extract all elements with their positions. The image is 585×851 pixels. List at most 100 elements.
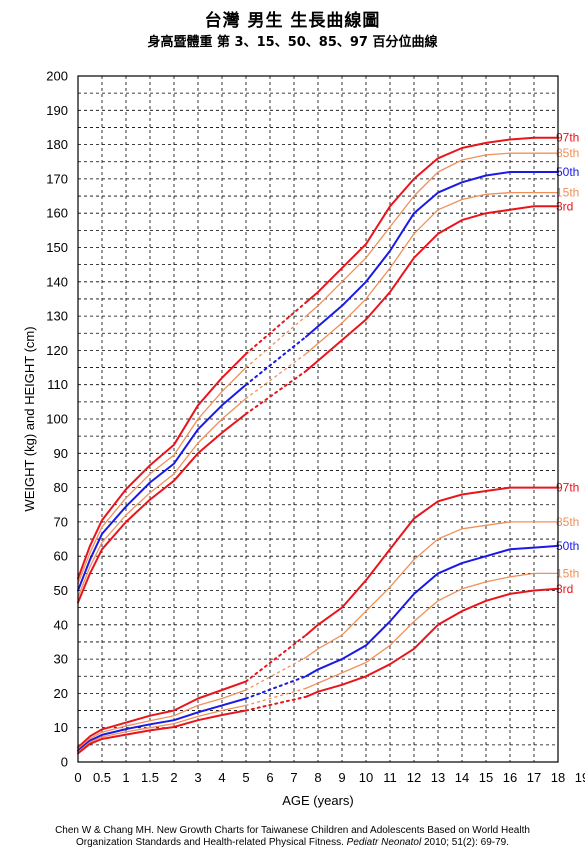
y-tick-label: 60: [54, 549, 68, 564]
y-tick-label: 100: [46, 412, 68, 427]
series-line-weight-p85: [77, 689, 247, 750]
series-line-weight-p15: [305, 572, 559, 689]
series-line-height-p3: [305, 205, 559, 372]
chart-grid: [78, 76, 558, 762]
series-line-height-p15: [77, 397, 247, 599]
y-tick-label: 10: [54, 720, 68, 735]
series-line-weight-p3: [305, 587, 559, 698]
chart-title: 台灣 男生 生長曲線圖: [204, 11, 381, 31]
series-line-weight-p97: [305, 486, 559, 637]
chart-series: [77, 136, 559, 755]
series-line-height-p97: [77, 352, 247, 580]
series-label-weight-p3: 3rd: [556, 582, 573, 596]
citation-line-2: Organization Standards and Health-relate…: [0, 837, 585, 849]
citation-details: 2010; 51(2): 69-79.: [421, 837, 510, 848]
y-axis-label: WEIGHT (kg) and HEIGHT (cm): [22, 326, 37, 511]
x-tick-label: 6: [266, 770, 273, 785]
y-tick-label: 120: [46, 343, 68, 358]
y-tick-label: 130: [46, 309, 68, 324]
y-tick-label: 170: [46, 171, 68, 186]
y-tick-label: 160: [46, 206, 68, 221]
series-line-height-p85-dotted: [245, 315, 307, 369]
series-label-height-p97: 97th: [556, 131, 579, 145]
chart-subtitle: 身高暨體重 第 3、15、50、85、97 百分位曲線: [147, 35, 438, 50]
series-line-height-p50: [77, 383, 247, 592]
y-tick-label: 30: [54, 652, 68, 667]
y-tick-label: 20: [54, 686, 68, 701]
y-tick-label: 40: [54, 617, 68, 632]
y-tick-label: 80: [54, 480, 68, 495]
series-line-weight-p3: [77, 709, 247, 755]
series-line-height-p15: [305, 191, 559, 355]
y-tick-label: 140: [46, 274, 68, 289]
series-line-height-p85: [77, 366, 247, 585]
series-label-weight-p85: 85th: [556, 515, 579, 529]
series-line-weight-p50: [77, 697, 247, 752]
series-line-height-p97: [305, 136, 559, 304]
series-line-weight-p15: [77, 704, 247, 753]
x-tick-label: 1: [122, 770, 129, 785]
x-tick-label: 14: [455, 770, 469, 785]
series-line-height-p3-dotted: [245, 370, 307, 415]
series-line-weight-p97-dotted: [245, 634, 307, 683]
x-tick-label: 5: [242, 770, 249, 785]
series-line-height-p97-dotted: [245, 301, 307, 355]
y-tick-label: 70: [54, 514, 68, 529]
x-tick-label: 0.5: [93, 770, 111, 785]
series-line-weight-p85: [305, 521, 559, 659]
x-tick-label: 18: [551, 770, 565, 785]
series-label-height-p85: 85th: [556, 146, 579, 160]
y-axis-ticks: 0 10 20 30 40 50 60 70 80 90 100 110 120 130 140 150 160…: [46, 69, 68, 770]
series-label-weight-p15: 15th: [556, 566, 579, 580]
series-line-weight-p97: [77, 680, 247, 749]
series-line-weight-p3-dotted: [245, 695, 307, 712]
citation-line-1: Chen W & Chang MH. New Growth Charts for…: [55, 825, 530, 836]
x-axis-ticks: 00.511.5234567891011121314151617181920: [74, 770, 585, 785]
x-tick-label: 3: [194, 770, 201, 785]
series-line-weight-p85-dotted: [245, 656, 307, 691]
series-line-weight-p50: [305, 544, 559, 678]
x-tick-label: 8: [314, 770, 321, 785]
x-tick-label: 12: [407, 770, 421, 785]
y-tick-label: 150: [46, 240, 68, 255]
series-line-weight-p15-dotted: [245, 687, 307, 707]
citation-journal: Pediatr Neonatol: [346, 837, 422, 848]
series-line-height-p85: [305, 152, 559, 317]
series-label-height-p50: 50th: [556, 165, 579, 179]
x-tick-label: 16: [503, 770, 517, 785]
x-tick-label: 2: [170, 770, 177, 785]
growth-chart: 0 0.5 1 1.5 2 3 4 5 6 7 8 9 10 11 12 13 14 15 16 17 18 19 20 0…: [22, 69, 585, 809]
x-tick-label: 1.5: [141, 770, 159, 785]
x-tick-label: 7: [290, 770, 297, 785]
series-label-weight-p50: 50th: [556, 539, 579, 553]
y-tick-label: 190: [46, 103, 68, 118]
y-tick-label: 50: [54, 583, 68, 598]
x-tick-label: 17: [527, 770, 541, 785]
y-tick-label: 200: [46, 69, 68, 84]
y-tick-label: 180: [46, 137, 68, 152]
series-line-height-p15-dotted: [245, 353, 307, 400]
x-tick-label: 9: [338, 770, 345, 785]
series-label-height-p15: 15th: [556, 186, 579, 200]
citation-text: Organization Standards and Health-relate…: [75, 837, 347, 848]
x-tick-label: 11: [383, 770, 397, 785]
x-tick-label: 13: [431, 770, 445, 785]
x-tick-label: 19: [575, 770, 585, 785]
series-label-weight-p97: 97th: [556, 481, 579, 495]
x-tick-label: 10: [359, 770, 373, 785]
series-line-height-p3: [77, 412, 247, 604]
series-line-height-p50: [305, 171, 559, 338]
x-tick-label: 4: [218, 770, 225, 785]
x-tick-label: 15: [479, 770, 493, 785]
series-label-height-p3: 3rd: [556, 199, 573, 213]
citation: Chen W & Chang MH. New Growth Charts for…: [0, 825, 585, 849]
y-tick-label: 0: [61, 755, 68, 770]
series-line-height-p50-dotted: [245, 335, 307, 386]
series-line-weight-p50-dotted: [245, 675, 307, 700]
y-tick-label: 110: [47, 377, 68, 392]
plot-frame: [77, 75, 559, 763]
x-tick-label: 0: [74, 770, 81, 785]
y-tick-label: 90: [54, 446, 68, 461]
